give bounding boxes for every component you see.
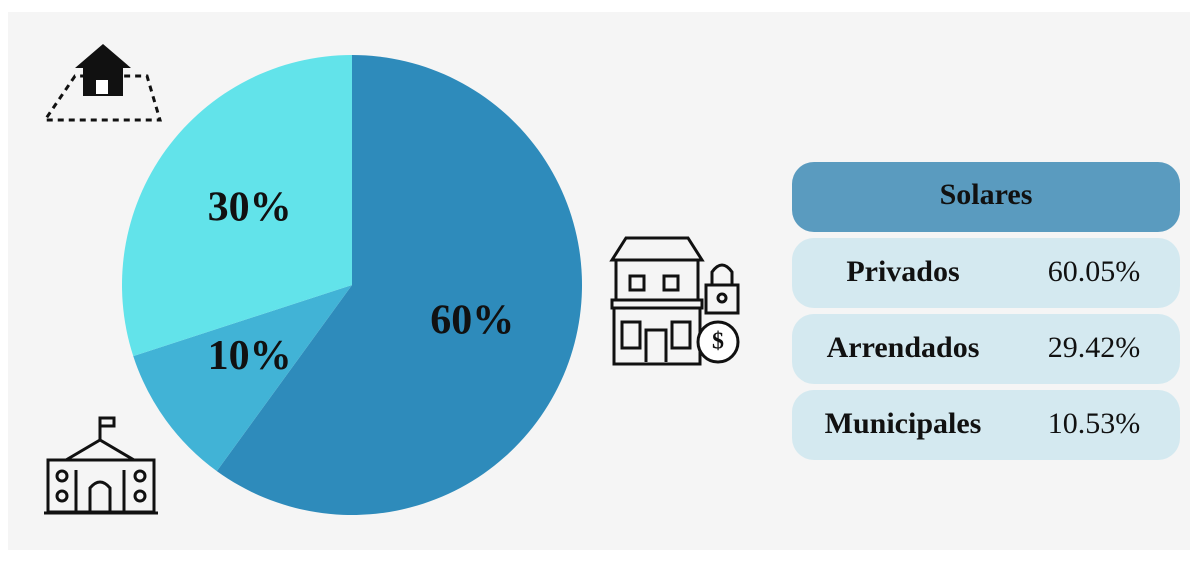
table-row: [792, 390, 1180, 460]
slice-label: 10%: [208, 333, 292, 379]
table: Solares Privados 60.05% Arrendados 29.42% Mu…: [792, 162, 1180, 460]
row-value: 60.05%: [1048, 255, 1141, 288]
table-row: [792, 238, 1180, 308]
slice-label: 30%: [208, 184, 292, 230]
pie-slice: [216, 55, 582, 515]
pie-slice: [121, 55, 352, 357]
row-label: Privados: [846, 255, 959, 288]
house-plot-icon: [42, 44, 163, 122]
row-label: Municipales: [825, 407, 982, 440]
dollar-sign: $: [712, 329, 724, 355]
municipal-icon: [44, 416, 158, 515]
pie: 60% 10% 30%: [121, 55, 582, 515]
pie-slice: [133, 285, 352, 472]
private-icon: $: [609, 236, 740, 366]
slice-label: 60%: [430, 298, 514, 344]
table-title: Solares: [940, 178, 1033, 211]
row-label: Arrendados: [827, 331, 980, 364]
table-row: [792, 314, 1180, 384]
row-value: 10.53%: [1048, 407, 1141, 440]
table-header: [792, 162, 1180, 232]
row-value: 29.42%: [1048, 331, 1141, 364]
